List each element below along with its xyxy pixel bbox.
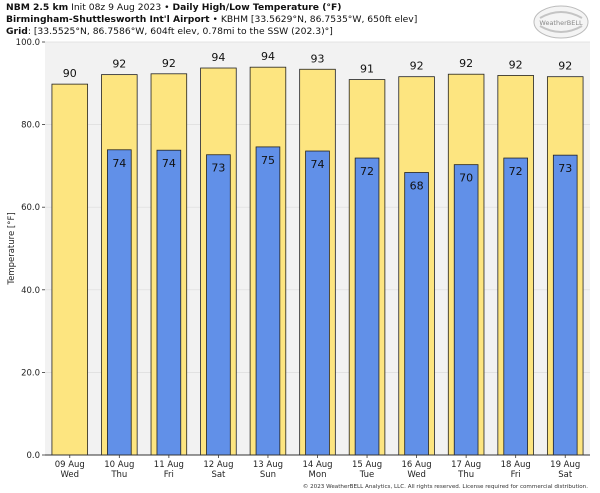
model-name: NBM 2.5 km bbox=[6, 2, 69, 13]
low-temp-bar bbox=[255, 146, 281, 456]
low-temp-label: 72 bbox=[509, 165, 523, 178]
y-axis: 0.0 20.0 40.0 60.0 80.0 100.0 bbox=[16, 38, 45, 461]
low-temp-label: 74 bbox=[112, 157, 126, 170]
x-tick-date: 18 Aug bbox=[501, 460, 531, 470]
header-line-model: NBM 2.5 km Init 08z 9 Aug 2023 • Daily H… bbox=[6, 2, 341, 14]
y-tick-label: 80.0 bbox=[21, 121, 40, 131]
high-temp-label: 92 bbox=[509, 58, 523, 71]
y-axis-label: Temperature [°F] bbox=[7, 212, 17, 285]
low-temp-bar bbox=[404, 172, 429, 456]
low-temp-bar bbox=[453, 164, 479, 456]
logo-text: WeatherBELL bbox=[539, 19, 583, 27]
x-tick-day: Tue bbox=[359, 470, 375, 480]
x-tick-date: 19 Aug bbox=[550, 460, 580, 470]
low-temp-label: 73 bbox=[558, 162, 572, 175]
high-temp-label: 92 bbox=[459, 57, 473, 70]
init-time: Init 08z 9 Aug 2023 bbox=[71, 2, 162, 13]
x-tick-day: Mon bbox=[309, 470, 327, 480]
x-tick-day: Sun bbox=[260, 470, 276, 480]
header-line-station: Birmingham-Shuttlesworth Int'l Airport •… bbox=[6, 14, 417, 26]
low-temp-label: 72 bbox=[360, 165, 374, 178]
x-tick-day: Wed bbox=[60, 470, 79, 480]
y-tick-label: 0.0 bbox=[26, 451, 40, 461]
x-tick-day: Fri bbox=[511, 470, 521, 480]
x-tick-date: 16 Aug bbox=[402, 460, 432, 470]
y-tick-label: 100.0 bbox=[16, 38, 40, 48]
x-tick-day: Sat bbox=[558, 470, 573, 480]
low-temp-label: 75 bbox=[261, 154, 275, 167]
station-name: Birmingham-Shuttlesworth Int'l Airport bbox=[6, 14, 210, 25]
high-temp-label: 91 bbox=[360, 63, 374, 76]
grid-info: : [33.5525°N, 86.7586°W, 604ft elev, 0.7… bbox=[27, 26, 333, 37]
x-tick-date: 09 Aug bbox=[55, 460, 85, 470]
x-tick-date: 15 Aug bbox=[352, 460, 382, 470]
high-temp-label: 92 bbox=[410, 60, 424, 73]
high-temp-label: 92 bbox=[162, 57, 176, 70]
x-tick-day: Wed bbox=[407, 470, 426, 480]
low-temp-bar bbox=[206, 154, 231, 456]
low-temp-bar bbox=[305, 150, 330, 456]
x-tick-date: 11 Aug bbox=[154, 460, 184, 470]
low-temp-label: 73 bbox=[211, 162, 225, 175]
low-temp-label: 74 bbox=[311, 158, 325, 171]
low-temp-bar bbox=[156, 149, 182, 456]
low-temp-bar bbox=[354, 157, 380, 456]
low-temp-bar bbox=[552, 154, 578, 456]
low-temp-bar bbox=[503, 157, 528, 456]
header-bullet: • bbox=[164, 2, 170, 13]
x-tick-date: 13 Aug bbox=[253, 460, 283, 470]
product-title: Daily High/Low Temperature (°F) bbox=[172, 2, 342, 13]
high-temp-bar bbox=[51, 83, 89, 456]
copyright-footer: © 2023 WeatherBELL Analytics, LLC. All r… bbox=[302, 484, 588, 490]
station-info: KBHM [33.5629°N, 86.7535°W, 650ft elev] bbox=[220, 14, 418, 25]
low-temp-label: 68 bbox=[410, 180, 424, 193]
weatherbell-logo: WeatherBELL bbox=[533, 5, 589, 39]
low-temp-label: 74 bbox=[162, 157, 176, 170]
y-tick-label: 60.0 bbox=[21, 203, 40, 213]
high-temp-label: 92 bbox=[558, 60, 572, 73]
low-temp-bar bbox=[107, 149, 132, 456]
x-tick-day: Fri bbox=[164, 470, 174, 480]
low-temp-label: 70 bbox=[459, 172, 473, 185]
high-temp-label: 94 bbox=[211, 51, 225, 64]
grid-label: Grid bbox=[6, 26, 28, 37]
x-tick-day: Thu bbox=[457, 470, 474, 480]
high-temp-label: 93 bbox=[311, 52, 325, 65]
y-tick-label: 40.0 bbox=[21, 286, 40, 296]
x-tick-date: 14 Aug bbox=[302, 460, 332, 470]
x-tick-date: 17 Aug bbox=[451, 460, 481, 470]
high-temp-label: 90 bbox=[63, 67, 77, 80]
x-tick-day: Thu bbox=[110, 470, 127, 480]
high-temp-label: 94 bbox=[261, 50, 275, 63]
bars: 90 92 74 92 74 94 73 94 75 93 74 91 72 92 68 92 70 92 72 92… bbox=[51, 50, 584, 456]
station-bullet: • bbox=[212, 14, 218, 25]
x-tick-date: 12 Aug bbox=[203, 460, 233, 470]
header-line-grid: Grid: [33.5525°N, 86.7586°W, 604ft elev,… bbox=[6, 26, 333, 38]
high-temp-label: 92 bbox=[112, 58, 126, 71]
y-tick-label: 20.0 bbox=[21, 368, 40, 378]
x-tick-day: Sat bbox=[211, 470, 226, 480]
x-tick-date: 10 Aug bbox=[104, 460, 134, 470]
